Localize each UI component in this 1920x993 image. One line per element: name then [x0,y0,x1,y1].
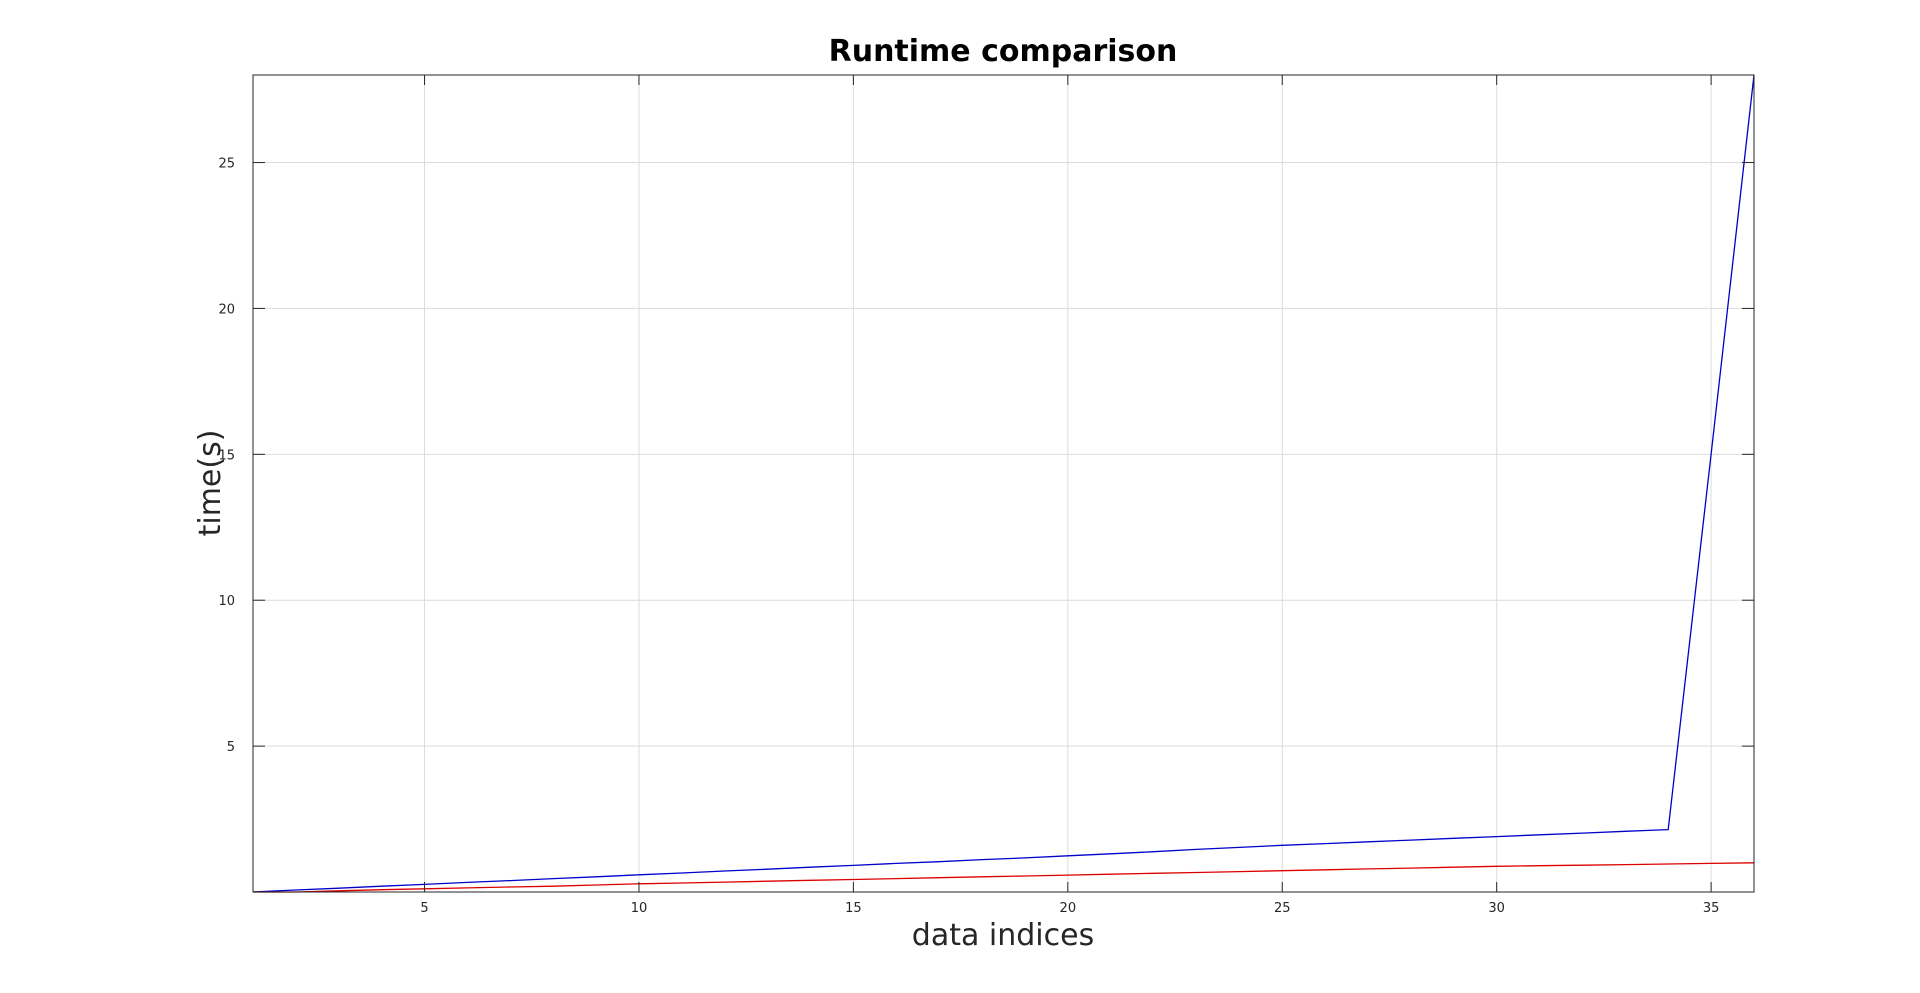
series-line-1 [252,74,1755,893]
x-tick-label: 15 [845,901,862,916]
plot-frame [252,74,1755,893]
x-tick-label: 25 [1274,901,1291,916]
series-layer [252,74,1755,893]
y-tick-label: 25 [218,157,235,172]
x-tick-label: 10 [631,901,648,916]
y-axis-label: time(s) [193,430,228,537]
x-tick-label: 30 [1488,901,1505,916]
x-axis-label: data indices [912,918,1094,953]
y-tick-label: 10 [218,594,235,609]
y-tick-label: 20 [218,302,235,317]
series-line-2 [253,862,1755,893]
chart-title: Runtime comparison [829,34,1178,69]
x-tick-label: 5 [420,901,428,916]
x-tick-label: 20 [1060,901,1077,916]
y-tick-label: 15 [218,448,235,463]
x-tick-label: 35 [1703,901,1720,916]
grid-layer [253,75,1754,892]
y-tick-label: 5 [227,740,235,755]
plot-area-background [253,75,1754,892]
tick-label-layer: 5 10 15 20 25 30 35 5 10 15 20 25 [218,157,1719,916]
tick-layer [253,75,1754,892]
